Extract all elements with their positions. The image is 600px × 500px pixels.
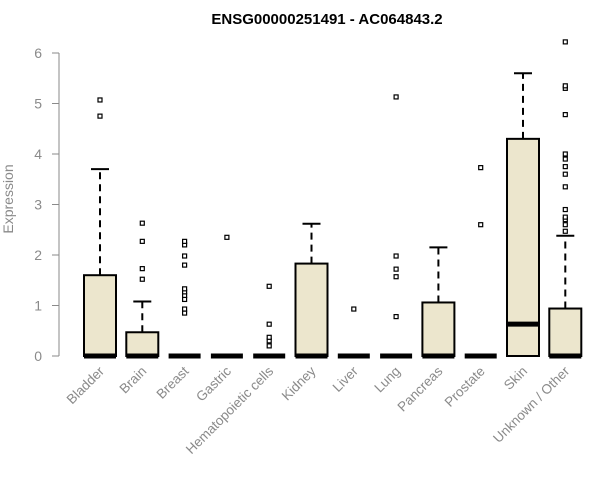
outlier-point: [182, 296, 188, 303]
outlier-point: [224, 234, 230, 240]
outlier-point: [266, 283, 272, 289]
outlier-point: [182, 253, 188, 259]
outlier-point: [393, 266, 399, 272]
chart-title: ENSG00000251491 - AC064843.2: [211, 11, 442, 28]
outlier-point: [182, 286, 188, 292]
box-lung: [380, 94, 413, 359]
box-kidney: [294, 222, 329, 359]
outlier-point: [182, 306, 188, 312]
outlier-point: [478, 165, 484, 171]
outlier-point: [139, 220, 145, 226]
box-prostate: [464, 165, 497, 359]
outlier-point: [478, 222, 484, 228]
box-hematopoietic-cells: [253, 283, 286, 359]
outlier-point: [562, 228, 568, 234]
outlier-point: [139, 276, 145, 282]
outlier-point: [97, 113, 103, 119]
outlier-point: [562, 206, 568, 213]
box-rect: [125, 331, 160, 358]
box-rect: [421, 301, 456, 357]
box-rect: [83, 274, 117, 358]
box-rect: [506, 137, 540, 357]
box-breast: [168, 238, 201, 359]
outlier-point: [393, 314, 399, 320]
outlier-point: [562, 164, 568, 170]
y-axis-label: Expression: [0, 164, 16, 233]
y-tick-label: 2: [34, 247, 42, 263]
box-pancreas: [421, 246, 456, 359]
outlier-point: [139, 266, 145, 272]
outlier-point: [182, 238, 188, 244]
x-label-liver: Liver: [330, 363, 362, 395]
outlier-point: [182, 310, 188, 316]
box-liver: [337, 306, 370, 359]
y-tick-label: 5: [34, 96, 42, 112]
y-tick-label: 3: [34, 197, 42, 213]
x-label-bladder: Bladder: [64, 363, 108, 407]
outlier-point: [562, 151, 568, 157]
x-label-kidney: Kidney: [279, 363, 319, 403]
outlier-point: [182, 262, 188, 268]
box-brain: [125, 220, 160, 359]
outlier-point: [139, 238, 145, 244]
y-tick-label: 1: [34, 298, 42, 314]
x-label-pancreas: Pancreas: [395, 363, 446, 414]
y-axis-ticks: 0 1 2 3 4 5 6: [34, 45, 59, 364]
box-skin: [506, 72, 540, 357]
x-label-brain: Brain: [117, 364, 150, 397]
box-series: [83, 39, 583, 359]
x-label-breast: Breast: [154, 363, 192, 401]
box-rect: [548, 307, 583, 357]
outlier-point: [266, 334, 272, 340]
y-tick-label: 4: [34, 146, 42, 162]
outlier-point: [562, 214, 568, 220]
x-label-lung: Lung: [371, 364, 403, 396]
box-gastric: [210, 234, 243, 359]
outlier-point: [562, 112, 568, 118]
outlier-point: [562, 171, 568, 177]
x-label-gastric: Gastric: [193, 363, 234, 404]
x-label-skin: Skin: [501, 364, 530, 393]
box-rect: [294, 262, 329, 357]
outlier-point: [562, 184, 568, 190]
outlier-point: [562, 39, 568, 45]
outlier-point: [562, 222, 568, 228]
outlier-point: [393, 274, 399, 280]
y-tick-label: 0: [34, 348, 42, 364]
box-bladder: [83, 97, 117, 359]
x-label-prostate: Prostate: [442, 364, 488, 410]
outlier-point: [393, 253, 399, 259]
outlier-point: [562, 156, 568, 162]
box-unknown-other: [548, 39, 583, 359]
outlier-point: [393, 94, 399, 100]
outlier-point: [266, 343, 272, 349]
outlier-point: [562, 83, 568, 89]
y-tick-label: 6: [34, 45, 42, 61]
outlier-point: [351, 306, 357, 312]
outlier-point: [266, 321, 272, 327]
x-label-unknown-other: Unknown / Other: [490, 363, 573, 446]
outlier-point: [97, 97, 103, 103]
